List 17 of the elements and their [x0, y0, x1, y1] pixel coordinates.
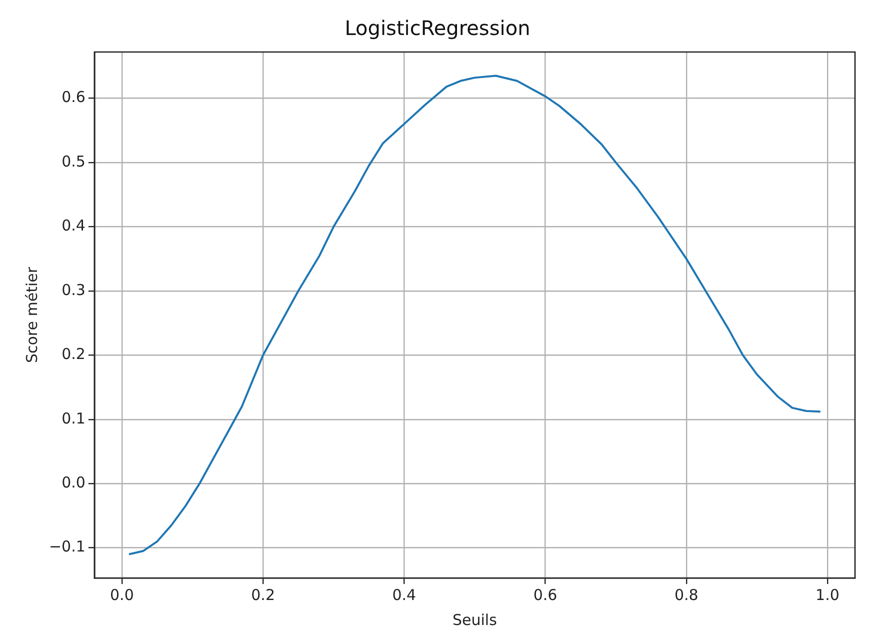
y-tick-label: 0.3 [62, 280, 86, 299]
x-tick-label: 1.0 [816, 586, 840, 604]
x-tick-label: 0.2 [251, 586, 275, 604]
y-axis-title: Score métier [22, 266, 41, 364]
x-tick-label: 0.8 [674, 586, 698, 604]
y-tick-label: 0.1 [62, 409, 86, 428]
y-tick-label: −0.1 [48, 538, 86, 556]
y-tick-label: 0.5 [62, 152, 86, 170]
y-tick-label: 0.2 [62, 345, 86, 364]
y-tick-label: 0.4 [62, 216, 86, 235]
y-tick-label: 0.0 [62, 473, 86, 492]
x-tick-label: 0.0 [110, 586, 134, 604]
x-tick-label: 0.4 [392, 586, 416, 604]
x-axis-title: Seuils [452, 610, 498, 629]
chart-title: LogisticRegression [344, 16, 530, 40]
x-tick-label: 0.6 [533, 586, 558, 604]
y-tick-label: 0.6 [62, 88, 86, 106]
